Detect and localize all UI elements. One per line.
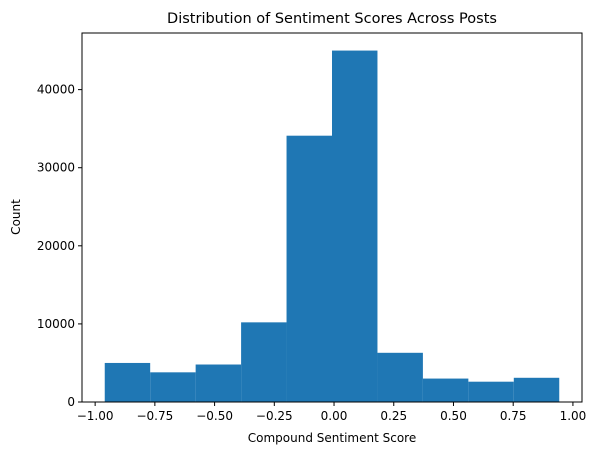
y-axis-ticks: 0 10000 20000 30000 40000 (37, 83, 82, 409)
y-tick-label: 20000 (37, 239, 75, 253)
x-tick-label: −1.00 (77, 409, 114, 423)
histogram-bar (332, 50, 378, 402)
x-axis-label: Compound Sentiment Score (248, 431, 416, 445)
plot-frame (81, 32, 583, 403)
y-tick-label: 40000 (37, 83, 75, 97)
chart-title: Distribution of Sentiment Scores Across … (167, 11, 497, 27)
x-tick-label: 0.50 (440, 409, 467, 423)
histogram-bar (377, 352, 423, 402)
x-tick-label: 0.75 (500, 409, 527, 423)
bars-group (104, 50, 560, 402)
x-tick-label: −0.50 (196, 409, 233, 423)
histogram-bar (241, 322, 287, 402)
histogram-bar (104, 362, 151, 402)
x-tick-label: 1.00 (560, 409, 587, 423)
x-tick-label: −0.25 (256, 409, 293, 423)
histogram-bar (513, 377, 560, 402)
histogram-bar (468, 381, 514, 402)
y-tick-label: 0 (67, 395, 75, 409)
histogram-bar (286, 135, 332, 402)
histogram-bar (150, 372, 196, 402)
y-tick-label: 30000 (37, 161, 75, 175)
x-tick-label: −0.75 (136, 409, 173, 423)
histogram-bar (195, 364, 242, 402)
y-tick-label: 10000 (37, 317, 75, 331)
x-axis-ticks: −1.00 −0.75 −0.50 −0.25 0.00 0.25 0.50 0.75 1.00 (77, 402, 587, 423)
y-axis-label: Count (9, 199, 23, 235)
histogram-bar (422, 378, 469, 402)
x-tick-label: 0.25 (380, 409, 407, 423)
x-tick-label: 0.00 (321, 409, 348, 423)
